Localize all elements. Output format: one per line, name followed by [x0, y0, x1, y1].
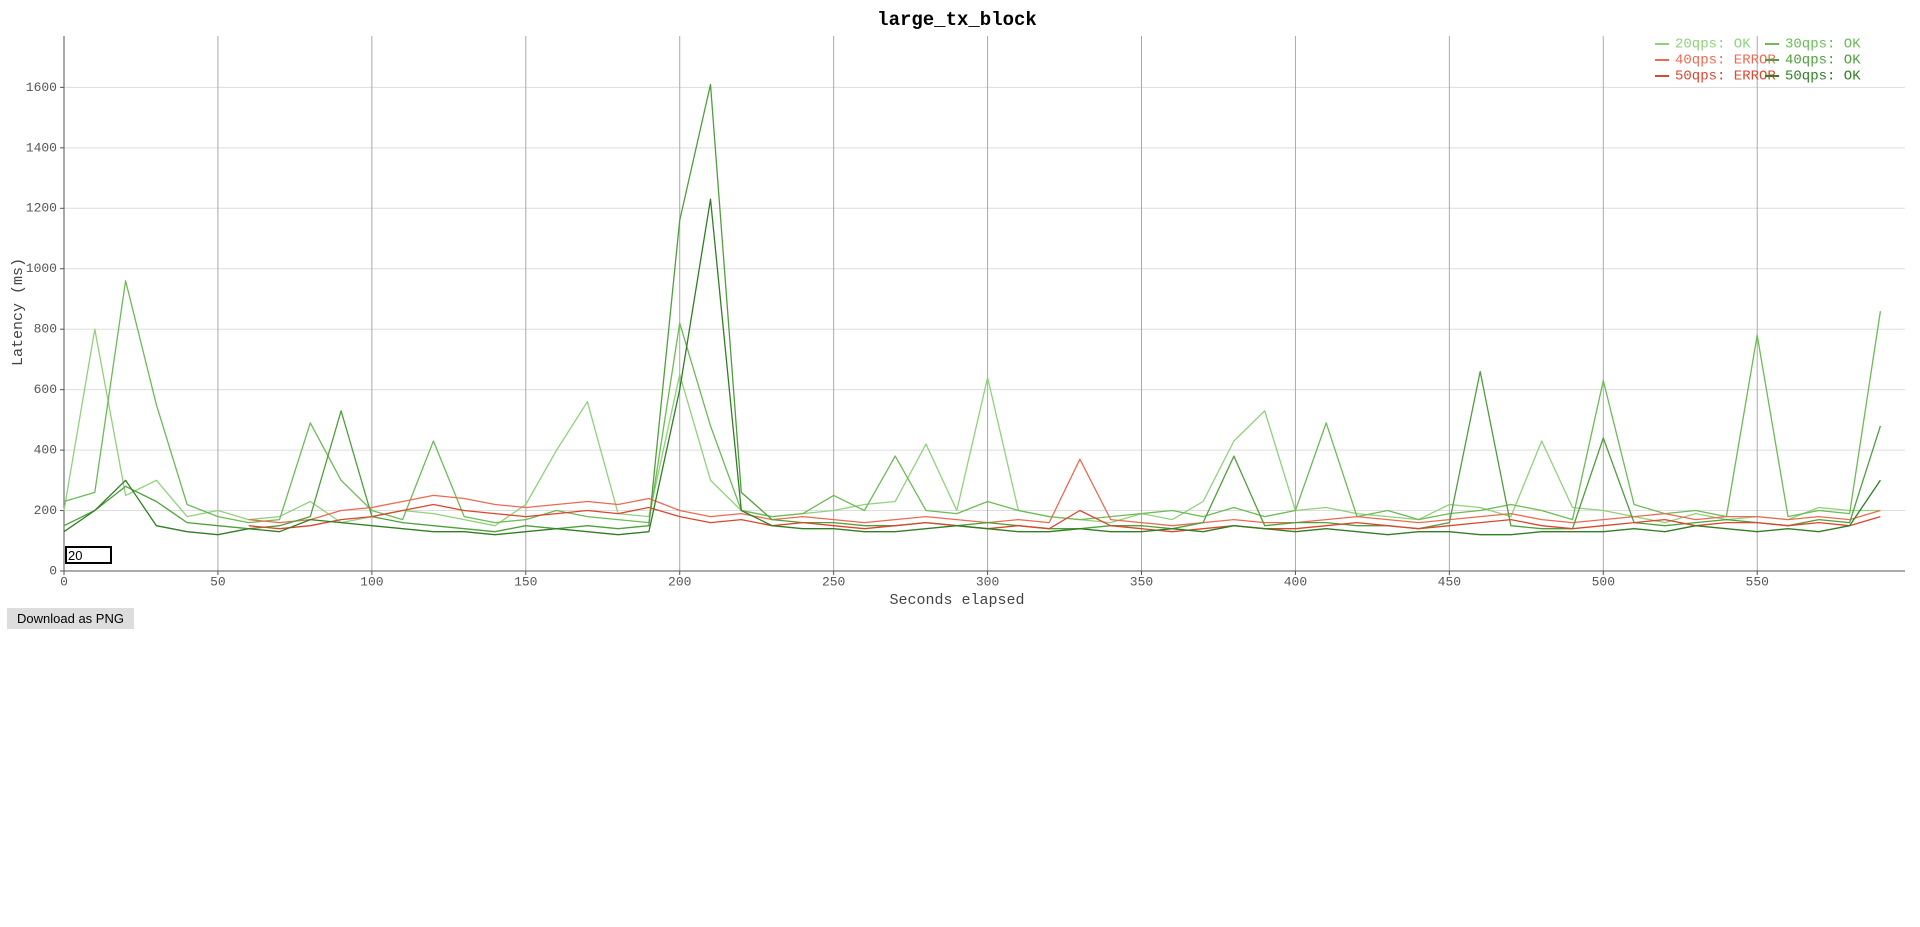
y-tick-label: 400 — [34, 443, 57, 458]
y-tick-label: 600 — [34, 382, 57, 397]
x-tick-label: 250 — [822, 574, 845, 589]
chart: large_tx_block Seconds elapsed Latency (… — [10, 9, 1905, 609]
y-tick-label: 1400 — [26, 140, 57, 155]
x-tick-label: 100 — [360, 574, 383, 589]
legend-label: 50qps: OK — [1785, 69, 1861, 85]
x-tick-label: 450 — [1438, 574, 1461, 589]
series-line — [248, 503, 1881, 533]
legend-label: 30qps: OK — [1785, 37, 1861, 53]
series-line — [248, 458, 1881, 527]
x-tick-label: 300 — [976, 574, 999, 589]
y-tick-label: 1600 — [26, 80, 57, 95]
series-line — [63, 198, 1881, 536]
x-tick-label: 50 — [210, 574, 226, 589]
legend-label: 50qps: ERROR — [1675, 69, 1776, 85]
x-tick-label: 350 — [1130, 574, 1153, 589]
y-tick-label: 200 — [34, 503, 57, 518]
x-axis-label: Seconds elapsed — [889, 592, 1024, 609]
legend-label: 40qps: OK — [1785, 53, 1861, 69]
x-tick-label: 500 — [1592, 574, 1615, 589]
y-tick-label: 1000 — [26, 261, 57, 276]
legend-label: 20qps: OK — [1675, 37, 1751, 53]
x-tick-label: 200 — [668, 574, 691, 589]
chart-title: large_tx_block — [877, 9, 1037, 31]
download-button[interactable]: Download as PNG — [7, 608, 134, 629]
window-input[interactable] — [65, 546, 112, 564]
y-tick-label: 1200 — [26, 201, 57, 216]
y-axis-label: Latency (ms) — [10, 258, 27, 366]
series-line — [63, 83, 1882, 533]
y-tick-label: 0 — [49, 563, 57, 578]
y-tick-label: 800 — [34, 322, 57, 337]
x-tick-label: 150 — [514, 574, 537, 589]
x-tick-label: 400 — [1284, 574, 1307, 589]
x-tick-label: 550 — [1746, 574, 1769, 589]
x-tick-label: 0 — [60, 574, 68, 589]
series-line — [63, 280, 1882, 524]
legend-label: 40qps: ERROR — [1675, 53, 1776, 69]
